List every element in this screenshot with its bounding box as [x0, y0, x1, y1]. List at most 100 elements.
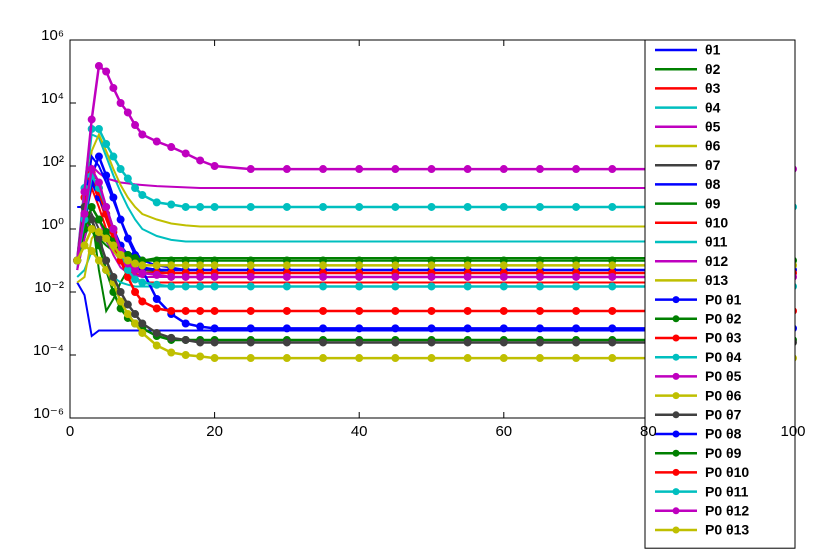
data-marker	[138, 297, 147, 306]
y-tick-label: 10⁻⁴	[33, 342, 64, 359]
legend-marker	[672, 507, 680, 515]
data-marker	[319, 354, 328, 363]
data-marker	[463, 272, 472, 281]
data-marker	[246, 306, 255, 315]
data-marker	[181, 351, 190, 359]
legend-marker	[672, 488, 680, 496]
data-marker	[282, 338, 291, 347]
data-marker	[463, 306, 472, 315]
legend-marker	[672, 392, 680, 400]
data-marker	[355, 202, 364, 211]
data-marker	[116, 250, 125, 259]
legend-label: P0 θ5	[705, 368, 742, 384]
data-marker	[572, 261, 581, 270]
data-marker	[427, 202, 436, 211]
legend-label: θ10	[705, 215, 728, 231]
data-marker	[138, 261, 147, 270]
data-marker	[87, 202, 96, 211]
legend-marker	[672, 372, 680, 380]
data-marker	[196, 352, 205, 361]
data-line	[76, 132, 793, 261]
legend-label: θ7	[705, 157, 721, 173]
data-marker	[391, 306, 400, 315]
legend-marker	[672, 468, 680, 476]
data-marker	[152, 328, 161, 337]
data-marker	[109, 225, 118, 233]
data-marker	[499, 354, 508, 363]
data-marker	[181, 306, 190, 315]
y-tick-label: 10⁴	[41, 90, 64, 107]
legend-label: P0 θ8	[705, 426, 742, 442]
data-marker	[535, 306, 544, 315]
data-marker	[391, 261, 400, 270]
legend-label: θ8	[705, 176, 721, 192]
data-marker	[131, 259, 140, 268]
data-marker	[391, 202, 400, 211]
data-marker	[167, 348, 176, 357]
data-marker	[131, 288, 140, 296]
data-marker	[116, 215, 125, 224]
legend-label: θ11	[705, 234, 728, 250]
data-marker	[319, 324, 328, 333]
data-marker	[94, 256, 103, 265]
data-marker	[87, 247, 96, 256]
data-marker	[138, 130, 147, 139]
data-marker	[94, 228, 103, 237]
data-marker	[463, 354, 472, 363]
plot-lines	[73, 61, 797, 363]
legend-label: P0 θ6	[705, 387, 742, 403]
data-marker	[181, 282, 190, 291]
data-marker	[282, 306, 291, 315]
data-marker	[391, 165, 400, 174]
y-tick-label: 10⁶	[41, 27, 64, 44]
legend-label: P0 θ9	[705, 445, 742, 461]
data-marker	[196, 261, 205, 270]
data-marker	[535, 324, 544, 333]
data-marker	[102, 171, 111, 180]
data-marker	[196, 202, 205, 211]
legend-label: θ9	[705, 195, 721, 211]
data-marker	[499, 324, 508, 333]
data-marker	[572, 202, 581, 211]
legend-label: P0 θ3	[705, 330, 742, 346]
data-marker	[131, 319, 140, 328]
data-marker	[210, 324, 219, 333]
data-line	[76, 133, 793, 271]
data-marker	[319, 338, 328, 347]
x-tick-label: 60	[495, 423, 512, 440]
data-marker	[608, 338, 617, 347]
data-line	[76, 163, 793, 271]
data-marker	[319, 272, 328, 281]
data-marker	[181, 202, 190, 211]
data-marker	[427, 165, 436, 174]
data-marker	[152, 294, 161, 303]
x-tick-label: 20	[206, 423, 223, 440]
data-marker	[109, 193, 118, 202]
legend: θ1 θ2 θ3 θ4 θ5 θ6 θ7 θ8 θ9 θ10 θ11 θ12 θ13 P0 θ1 P0 θ2…	[644, 39, 796, 549]
legend-label: θ1	[705, 42, 721, 58]
data-marker	[608, 272, 617, 281]
data-marker	[181, 272, 190, 281]
data-marker	[572, 306, 581, 315]
data-marker	[391, 354, 400, 363]
legend-marker	[672, 296, 680, 304]
legend-label: θ12	[705, 253, 728, 269]
data-marker	[355, 354, 364, 363]
data-marker	[94, 178, 103, 187]
data-marker	[572, 354, 581, 363]
data-marker	[116, 288, 125, 296]
data-marker	[246, 261, 255, 270]
data-marker	[355, 165, 364, 174]
data-marker	[319, 306, 328, 315]
legend-label: θ13	[705, 272, 728, 288]
data-marker	[246, 354, 255, 363]
data-marker	[196, 338, 205, 347]
data-marker	[499, 272, 508, 281]
data-marker	[463, 338, 472, 347]
data-marker	[355, 272, 364, 281]
data-marker	[246, 282, 255, 291]
legend-marker	[672, 315, 680, 323]
data-marker	[80, 241, 89, 250]
data-marker	[391, 338, 400, 347]
